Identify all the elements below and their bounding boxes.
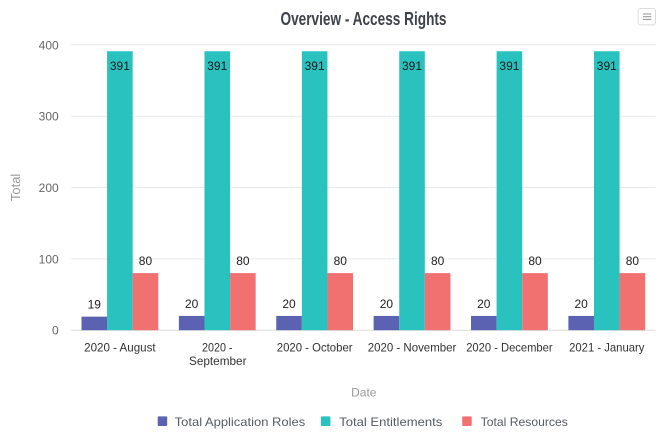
- svg-text:391: 391: [305, 59, 325, 73]
- svg-text:391: 391: [402, 59, 422, 73]
- svg-text:0: 0: [52, 324, 59, 338]
- svg-text:400: 400: [39, 38, 59, 52]
- svg-text:80: 80: [236, 254, 250, 268]
- svg-text:2020 - October: 2020 - October: [277, 340, 353, 354]
- svg-text:Overview - Access Rights: Overview - Access Rights: [281, 9, 447, 29]
- svg-text:September: September: [189, 354, 247, 368]
- svg-text:391: 391: [207, 59, 227, 73]
- svg-text:2020 - December: 2020 - December: [466, 340, 552, 354]
- svg-text:100: 100: [39, 252, 59, 266]
- svg-text:2020 -: 2020 -: [202, 340, 233, 354]
- svg-text:20: 20: [282, 297, 296, 311]
- svg-text:Date: Date: [351, 385, 377, 399]
- svg-text:80: 80: [334, 254, 348, 268]
- svg-text:391: 391: [110, 59, 130, 73]
- svg-text:Total Application Roles: Total Application Roles: [175, 415, 306, 429]
- svg-text:391: 391: [499, 59, 519, 73]
- svg-text:80: 80: [139, 254, 153, 268]
- svg-text:Total Entitlements: Total Entitlements: [339, 415, 442, 429]
- svg-text:20: 20: [575, 297, 589, 311]
- svg-text:Total: Total: [8, 174, 23, 202]
- svg-text:20: 20: [185, 297, 199, 311]
- svg-text:2020 - August: 2020 - August: [84, 340, 156, 354]
- svg-text:19: 19: [88, 297, 102, 311]
- svg-text:80: 80: [528, 254, 542, 268]
- svg-text:2021 - January: 2021 - January: [569, 340, 644, 354]
- svg-text:80: 80: [626, 254, 640, 268]
- svg-text:300: 300: [39, 110, 59, 124]
- svg-text:Total Resources: Total Resources: [481, 415, 568, 429]
- svg-text:20: 20: [477, 297, 491, 311]
- svg-text:391: 391: [597, 59, 617, 73]
- svg-text:20: 20: [380, 297, 394, 311]
- svg-text:200: 200: [39, 181, 59, 195]
- svg-text:2020 - November: 2020 - November: [368, 340, 457, 354]
- svg-text:80: 80: [431, 254, 445, 268]
